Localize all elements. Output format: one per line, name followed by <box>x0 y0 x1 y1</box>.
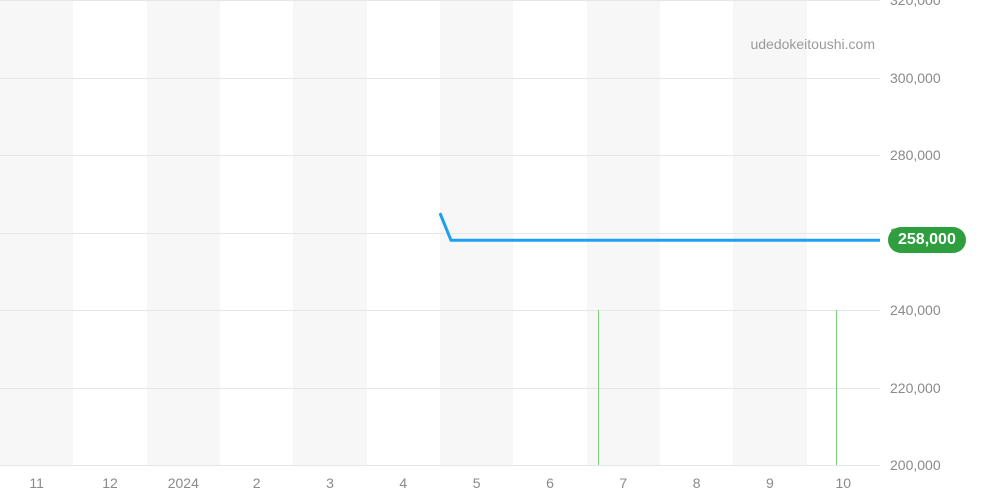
y-tick-label: 300,000 <box>890 70 941 86</box>
y-tick-label: 240,000 <box>890 302 941 318</box>
price-line <box>0 0 880 465</box>
y-tick-label: 280,000 <box>890 147 941 163</box>
x-tick-label: 9 <box>766 475 774 491</box>
y-tick-label: 220,000 <box>890 380 941 396</box>
x-tick-label: 12 <box>102 475 118 491</box>
current-price-badge: 258,000 <box>888 227 966 253</box>
x-tick-label: 2024 <box>168 475 199 491</box>
watermark-text: udedokeitoushi.com <box>750 36 875 52</box>
x-tick-label: 2 <box>253 475 261 491</box>
x-tick-label: 11 <box>29 475 44 491</box>
x-tick-label: 4 <box>399 475 407 491</box>
x-tick-label: 8 <box>693 475 701 491</box>
price-polyline <box>440 213 880 240</box>
gridline <box>0 465 880 466</box>
x-tick-label: 10 <box>835 475 851 491</box>
x-tick-label: 7 <box>619 475 627 491</box>
y-tick-label: 320,000 <box>890 0 941 8</box>
x-tick-label: 5 <box>473 475 481 491</box>
plot-area <box>0 0 880 465</box>
y-tick-label: 200,000 <box>890 457 941 473</box>
price-chart: 200,000220,000240,000260,000280,000300,0… <box>0 0 1000 500</box>
x-tick-label: 3 <box>326 475 334 491</box>
x-tick-label: 6 <box>546 475 554 491</box>
